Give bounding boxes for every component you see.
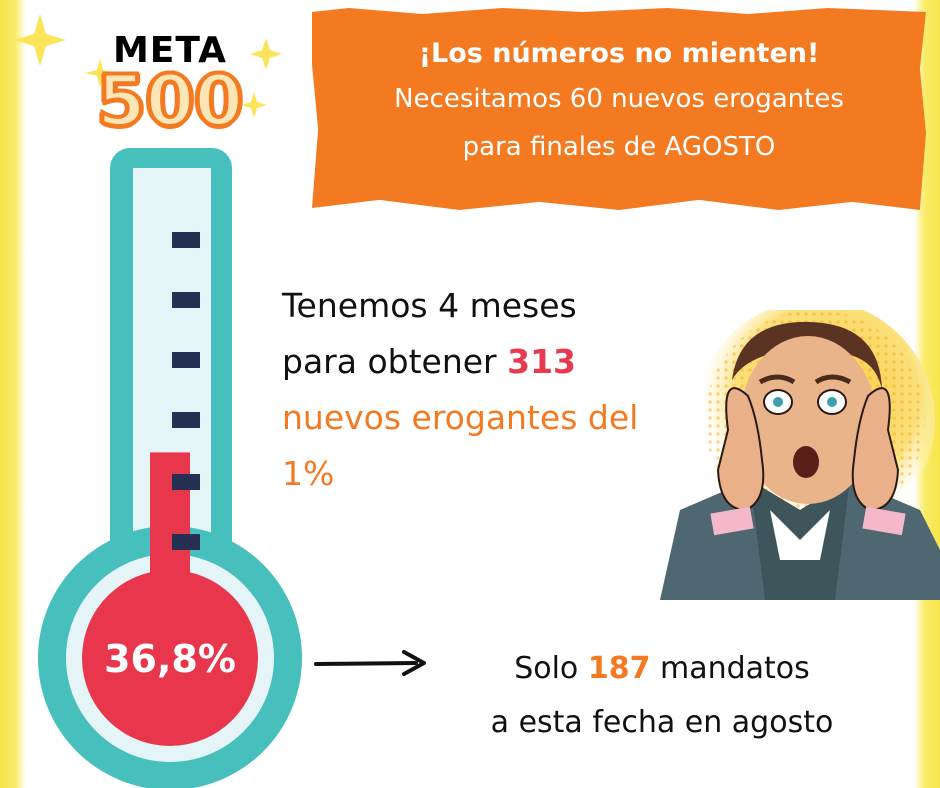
status-suffix: mandatos <box>650 651 810 686</box>
thermometer-bulb-fill <box>82 570 258 746</box>
header-title: ¡Los números no mienten! <box>418 38 820 69</box>
sparkle-icons <box>14 14 282 118</box>
status-number: 187 <box>587 651 651 686</box>
months-message: Tenemos 4 meses para obtener 313 nuevos … <box>282 278 702 502</box>
status-prefix: Solo <box>514 651 588 686</box>
header-line-2: para finales de AGOSTO <box>462 132 776 162</box>
tick-mark <box>172 352 200 368</box>
goal-label: META <box>112 30 228 71</box>
message-target-number: 313 <box>507 342 576 381</box>
thermometer: 36,8% <box>38 148 302 788</box>
status-message: Solo 187 mandatos a esta fecha en agosto <box>452 642 872 750</box>
message-line-1: Tenemos 4 meses <box>282 286 577 325</box>
status-line-2: a esta fecha en agosto <box>490 705 834 740</box>
arrow-right-icon <box>314 650 426 676</box>
goal-value: 500 <box>95 60 245 142</box>
thermometer-ticks <box>172 232 200 550</box>
tick-mark <box>172 534 200 550</box>
sparkle-icon <box>85 58 115 88</box>
status-line-1: Solo 187 mandatos <box>452 642 872 696</box>
percent-label: 36,8% <box>104 637 236 681</box>
sparkle-icon <box>14 14 66 66</box>
tick-mark <box>172 232 200 248</box>
left-yellow-edge <box>0 0 26 788</box>
sparkle-icon <box>250 38 282 70</box>
message-line-3: nuevos erogantes del <box>282 398 639 437</box>
tick-mark <box>172 474 200 490</box>
message-line-4: 1% <box>282 454 335 493</box>
tick-mark <box>172 412 200 428</box>
tick-mark <box>172 292 200 308</box>
header-line-1: Necesitamos 60 nuevos erogantes <box>394 84 844 114</box>
shocked-man-illustration <box>660 310 940 600</box>
header-banner: ¡Los números no mienten! Necesitamos 60 … <box>312 8 926 210</box>
message-line-2-prefix: para obtener <box>282 342 508 381</box>
message-line-2: para obtener 313 <box>282 334 702 390</box>
sparkle-icon <box>241 92 267 118</box>
